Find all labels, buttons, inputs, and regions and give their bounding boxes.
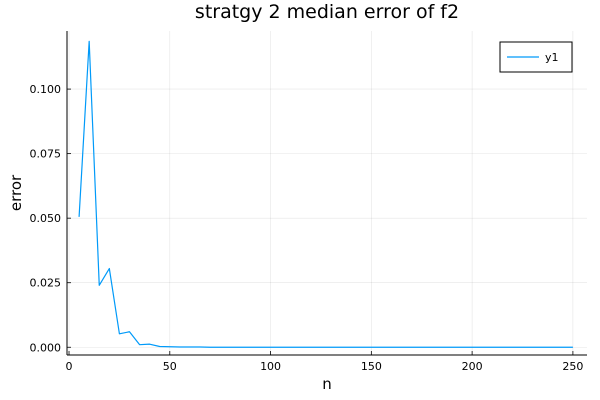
y-tick-label: 0.050 xyxy=(30,212,62,225)
x-tick-label: 100 xyxy=(260,360,281,373)
y-tick-label: 0.025 xyxy=(30,277,62,290)
grid-lines xyxy=(67,31,587,355)
legend: y1 xyxy=(499,41,573,73)
series-line-y1 xyxy=(78,40,573,348)
x-tick-label: 200 xyxy=(462,360,483,373)
x-tick-label: 150 xyxy=(361,360,382,373)
series-layer xyxy=(78,40,573,348)
plot-area xyxy=(67,31,587,355)
y-tick-label: 0.000 xyxy=(30,341,62,354)
x-tick-label: 250 xyxy=(562,360,583,373)
y-tick-label: 0.100 xyxy=(30,83,62,96)
legend-label-y1: y1 xyxy=(545,51,559,64)
x-tick-label: 50 xyxy=(163,360,177,373)
chart-title: stratgy 2 median error of f2 xyxy=(195,1,459,23)
y-tick-label: 0.075 xyxy=(30,148,62,161)
y-axis-label: error xyxy=(7,174,25,211)
x-axis-label: n xyxy=(322,375,332,393)
x-tick-label: 0 xyxy=(66,360,73,373)
x-axis-ticks: 0 50 100 150 200 250 xyxy=(66,351,583,373)
y-axis-ticks: 0.000 0.025 0.050 0.075 0.100 xyxy=(30,83,71,354)
